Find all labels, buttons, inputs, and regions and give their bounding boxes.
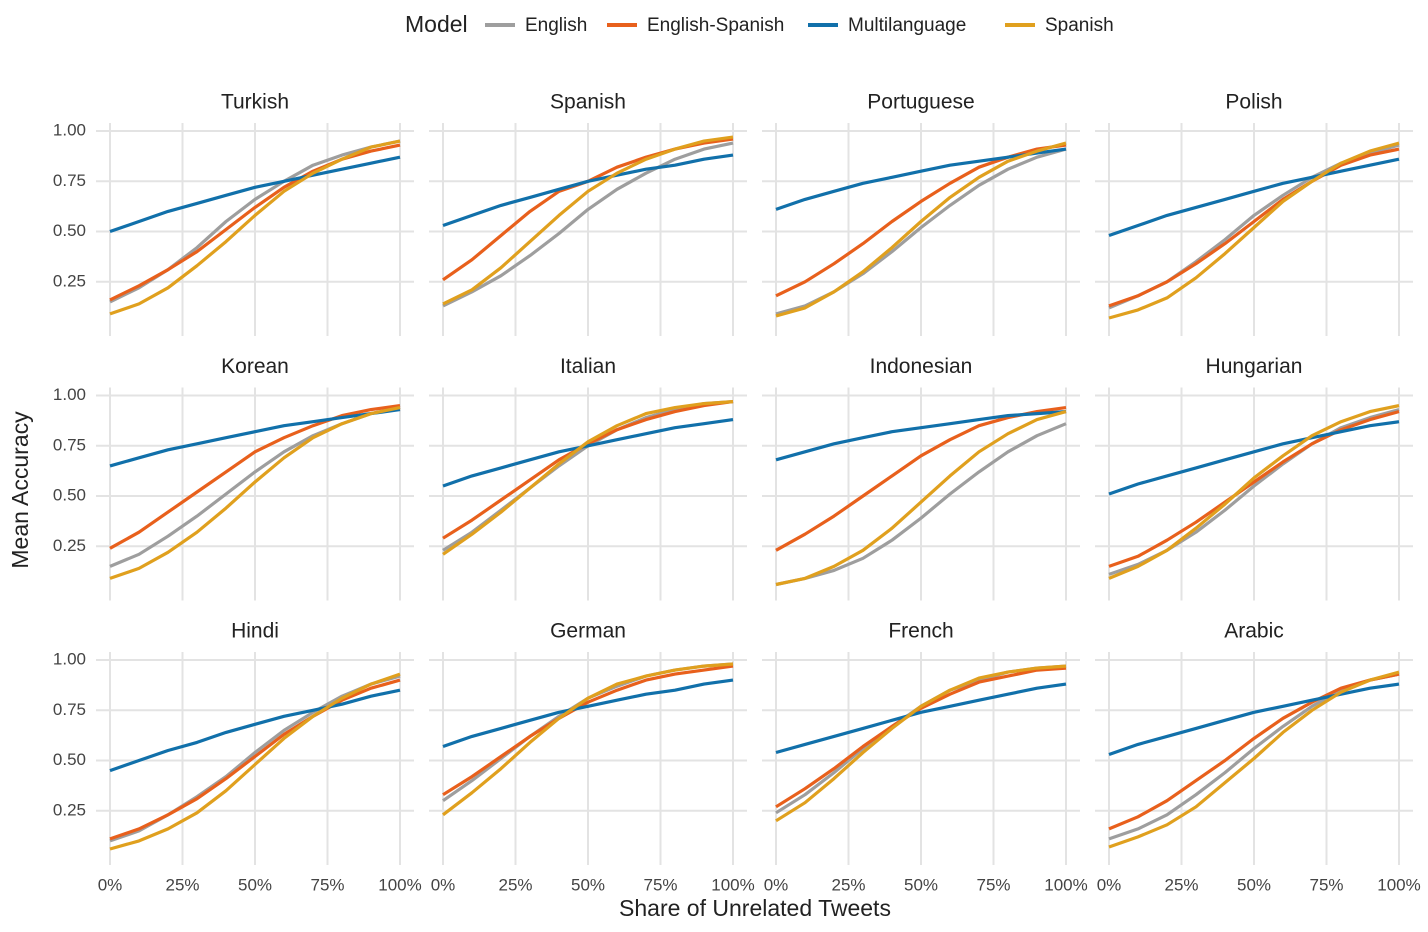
panel-title: Hindi [231, 620, 279, 643]
panel-title: Korean [221, 355, 289, 378]
x-tick-label: 50% [904, 875, 938, 894]
y-tick-label: 0.25 [53, 536, 86, 555]
x-tick-label: 50% [571, 875, 605, 894]
series-line [1108, 672, 1400, 831]
series-line [442, 153, 734, 228]
series-line [1108, 157, 1400, 238]
x-tick-label: 100% [1044, 875, 1087, 894]
series-line [442, 135, 734, 306]
series-line [109, 678, 401, 841]
panel-title: Arabic [1224, 620, 1284, 643]
series-line [775, 422, 1067, 587]
series-line [775, 410, 1067, 587]
x-tick-label: 0% [98, 875, 123, 894]
series-line [442, 678, 734, 749]
panel-title: Spanish [550, 91, 626, 114]
series-line [109, 139, 401, 316]
series-line [775, 147, 1067, 211]
legend-label: English [525, 15, 587, 36]
legend-label: English-Spanish [647, 15, 784, 36]
x-tick-label: 25% [498, 875, 532, 894]
x-tick-label: 100% [711, 875, 754, 894]
panel-title: Polish [1225, 91, 1282, 114]
panel-title: French [888, 620, 953, 643]
y-tick-label: 0.50 [53, 221, 86, 240]
series-line [109, 408, 401, 468]
series-line [109, 155, 401, 234]
x-tick-label: 25% [165, 875, 199, 894]
x-tick-label: 50% [238, 875, 272, 894]
x-tick-label: 0% [764, 875, 789, 894]
x-tick-label: 75% [976, 875, 1010, 894]
series-line [775, 682, 1067, 755]
y-tick-label: 1.00 [53, 385, 86, 404]
series-line [775, 141, 1067, 318]
x-tick-label: 25% [831, 875, 865, 894]
panel-title: German [550, 620, 626, 643]
x-tick-label: 75% [310, 875, 344, 894]
y-tick-label: 1.00 [53, 650, 86, 669]
series-line [775, 410, 1067, 462]
series-line [442, 141, 734, 308]
series-line [109, 672, 401, 851]
series-line [1108, 670, 1400, 849]
x-tick-label: 0% [1097, 875, 1122, 894]
x-tick-label: 0% [431, 875, 456, 894]
legend-title: Model [405, 11, 468, 37]
series-line [442, 418, 734, 488]
x-tick-label: 50% [1237, 875, 1271, 894]
y-tick-label: 0.75 [53, 700, 86, 719]
y-tick-label: 0.75 [53, 171, 86, 190]
y-tick-label: 1.00 [53, 121, 86, 140]
y-tick-label: 0.50 [53, 750, 86, 769]
series-line [109, 404, 401, 550]
series-line [1108, 410, 1400, 568]
series-line [1108, 147, 1400, 308]
series-line [109, 406, 401, 580]
x-tick-label: 75% [643, 875, 677, 894]
panel-title: Italian [560, 355, 616, 378]
y-tick-label: 0.25 [53, 800, 86, 819]
series-line [442, 400, 734, 556]
panel-title: Portuguese [867, 91, 974, 114]
x-tick-label: 75% [1309, 875, 1343, 894]
series-line [1108, 141, 1400, 320]
series-line [1108, 682, 1400, 757]
legend-label: Spanish [1045, 15, 1114, 36]
y-tick-label: 0.50 [53, 486, 86, 505]
x-tick-label: 100% [378, 875, 421, 894]
series-line [109, 688, 401, 773]
series-line [442, 664, 734, 797]
y-tick-label: 0.25 [53, 271, 86, 290]
panel-title: Indonesian [870, 355, 973, 378]
panel-title: Turkish [221, 91, 289, 114]
series-line [1108, 404, 1400, 580]
y-tick-label: 0.75 [53, 435, 86, 454]
x-tick-label: 25% [1164, 875, 1198, 894]
panel-title: Hungarian [1206, 355, 1303, 378]
x-axis-title: Share of Unrelated Tweets [619, 895, 891, 921]
series-line [775, 664, 1067, 823]
x-tick-label: 100% [1377, 875, 1420, 894]
y-axis-title: Mean Accuracy [7, 411, 33, 569]
legend-label: Multilanguage [848, 15, 966, 36]
series-line [442, 662, 734, 817]
series-line [1108, 420, 1400, 496]
